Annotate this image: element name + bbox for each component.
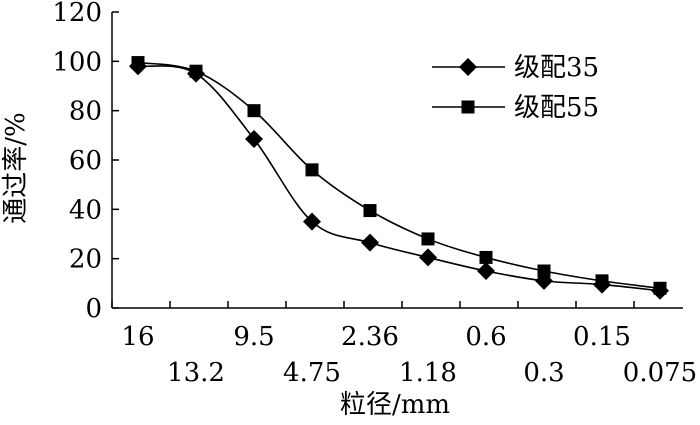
data-point [132, 56, 145, 69]
data-point [596, 274, 609, 287]
y-tick-label: 120 [52, 0, 102, 28]
data-point [480, 251, 493, 264]
x-axis-label: 粒径/mm [340, 390, 450, 420]
data-point [538, 265, 551, 278]
x-tick-label: 0.3 [523, 358, 564, 388]
legend-marker [459, 58, 477, 76]
y-tick-label: 0 [85, 294, 102, 324]
x-tick-label: 0.15 [573, 322, 631, 352]
legend-item: 级配35 [432, 53, 599, 83]
x-tick-label: 4.75 [283, 358, 341, 388]
y-tick-label: 20 [69, 245, 102, 275]
x-tick-label: 9.5 [233, 322, 274, 352]
data-point [245, 130, 263, 148]
y-tick-label: 60 [69, 146, 102, 176]
x-tick-label: 16 [121, 322, 154, 352]
data-point [248, 104, 261, 117]
y-axis-ticks: 0 20 40 60 80 100 120 [52, 0, 119, 324]
x-tick-label: 2.36 [341, 322, 399, 352]
data-point [477, 262, 495, 280]
y-tick-label: 80 [69, 97, 102, 127]
y-tick-label: 100 [52, 47, 102, 77]
x-axis-ticks: 16 9.5 2.36 0.6 0.15 13.2 4.75 1.18 0.3 0.075 [112, 301, 697, 388]
series-square [132, 56, 667, 295]
x-tick-label: 1.18 [399, 358, 457, 388]
legend-item: 级配55 [432, 93, 599, 123]
data-point [361, 234, 379, 252]
legend-label: 级配35 [514, 53, 599, 83]
x-tick-label: 13.2 [167, 358, 225, 388]
data-point [306, 163, 319, 176]
data-point [364, 204, 377, 217]
data-point [190, 65, 203, 78]
legend-label: 级配55 [514, 93, 599, 123]
x-tick-label: 0.6 [465, 322, 506, 352]
data-point [419, 248, 437, 266]
data-point [654, 282, 667, 295]
y-axis-label: 通过率/% [1, 112, 31, 223]
legend: 级配35 级配55 [432, 53, 599, 123]
legend-marker [462, 101, 475, 114]
x-tick-label: 0.075 [623, 358, 697, 388]
data-point [422, 232, 435, 245]
y-tick-label: 40 [69, 195, 102, 225]
